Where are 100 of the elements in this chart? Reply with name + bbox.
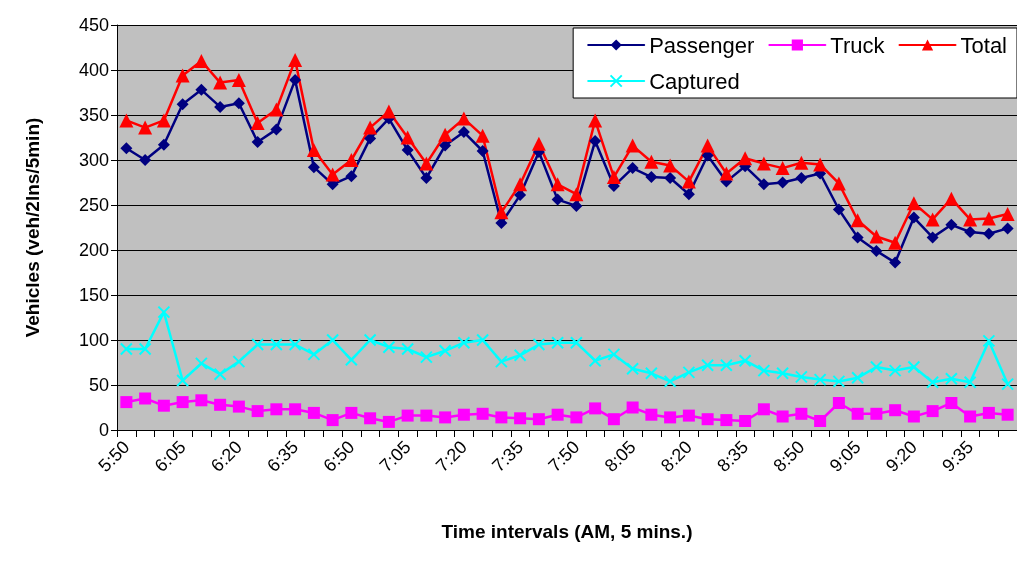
point	[214, 398, 227, 411]
point	[851, 231, 864, 244]
x-tick-label: 9:20	[882, 436, 921, 476]
point	[981, 211, 996, 226]
point	[738, 354, 752, 368]
x-tick-label: 9:05	[825, 436, 865, 476]
y-tick-label: 300	[78, 150, 109, 170]
point	[944, 191, 959, 206]
point	[719, 166, 734, 181]
point	[945, 218, 958, 231]
point	[756, 156, 771, 171]
point	[194, 356, 208, 370]
point	[739, 415, 752, 427]
point	[832, 374, 846, 388]
point	[401, 409, 414, 422]
point	[214, 100, 227, 113]
point	[851, 371, 865, 385]
x-tick-label: 7:50	[544, 436, 584, 476]
point	[775, 161, 790, 176]
point	[419, 156, 434, 171]
point	[606, 170, 621, 185]
point	[138, 120, 153, 135]
point	[889, 404, 902, 417]
point	[738, 151, 753, 166]
point	[813, 373, 827, 387]
point	[344, 353, 358, 367]
point	[794, 370, 808, 384]
point	[345, 170, 358, 183]
point	[307, 347, 321, 361]
point	[757, 364, 771, 378]
point	[476, 407, 489, 420]
point	[663, 374, 677, 388]
point	[701, 358, 715, 372]
point	[419, 350, 433, 364]
y-axis-title: Vehicles (veh/2lns/5min)	[22, 117, 43, 338]
point	[1001, 222, 1014, 235]
point	[270, 403, 283, 416]
point	[232, 97, 245, 110]
point	[907, 410, 920, 423]
point	[325, 167, 340, 182]
point	[438, 344, 452, 358]
point	[682, 188, 695, 201]
point	[795, 407, 808, 420]
point	[589, 135, 602, 148]
point	[457, 336, 471, 350]
point	[176, 396, 189, 409]
point	[945, 397, 958, 409]
y-tick-label: 0	[98, 420, 109, 440]
point	[232, 400, 245, 413]
point	[232, 355, 246, 369]
point	[532, 338, 546, 351]
point	[326, 333, 340, 347]
point	[176, 374, 190, 387]
point	[626, 401, 639, 414]
point	[664, 411, 677, 424]
point	[307, 406, 320, 419]
point	[195, 394, 208, 407]
legend-label: Passenger	[649, 32, 755, 58]
point	[420, 409, 433, 422]
point	[532, 413, 545, 426]
point	[476, 333, 490, 347]
x-tick-label: 6:05	[150, 436, 190, 476]
point	[139, 392, 152, 405]
point	[551, 336, 565, 350]
x-tick-label: 8:05	[600, 436, 640, 476]
point	[156, 113, 171, 128]
point	[964, 226, 977, 238]
point	[944, 372, 958, 386]
point	[889, 256, 902, 269]
point	[870, 244, 883, 257]
point	[475, 128, 490, 143]
point	[1001, 408, 1014, 421]
point	[607, 347, 621, 361]
point	[757, 403, 770, 416]
point	[120, 142, 133, 155]
point	[195, 83, 208, 96]
legend-label: Total	[960, 32, 1008, 58]
point	[176, 98, 189, 111]
point	[794, 155, 809, 170]
point	[345, 406, 358, 419]
point	[551, 408, 564, 421]
x-tick-label: 8:20	[657, 436, 696, 476]
point	[626, 162, 639, 175]
point	[719, 358, 733, 372]
point	[514, 412, 527, 425]
point	[364, 412, 377, 425]
point	[588, 113, 603, 128]
y-tick-label: 200	[78, 240, 109, 260]
point	[550, 177, 565, 192]
point	[289, 73, 302, 86]
point	[288, 53, 303, 68]
point	[457, 126, 470, 139]
point	[982, 406, 995, 419]
x-tick-label: 6:50	[319, 436, 359, 476]
point	[438, 127, 453, 142]
point	[344, 153, 359, 167]
point	[625, 138, 640, 153]
x-axis-title: Time intervals (AM, 5 mins.)	[441, 521, 693, 542]
point	[269, 338, 283, 351]
point	[138, 342, 152, 356]
